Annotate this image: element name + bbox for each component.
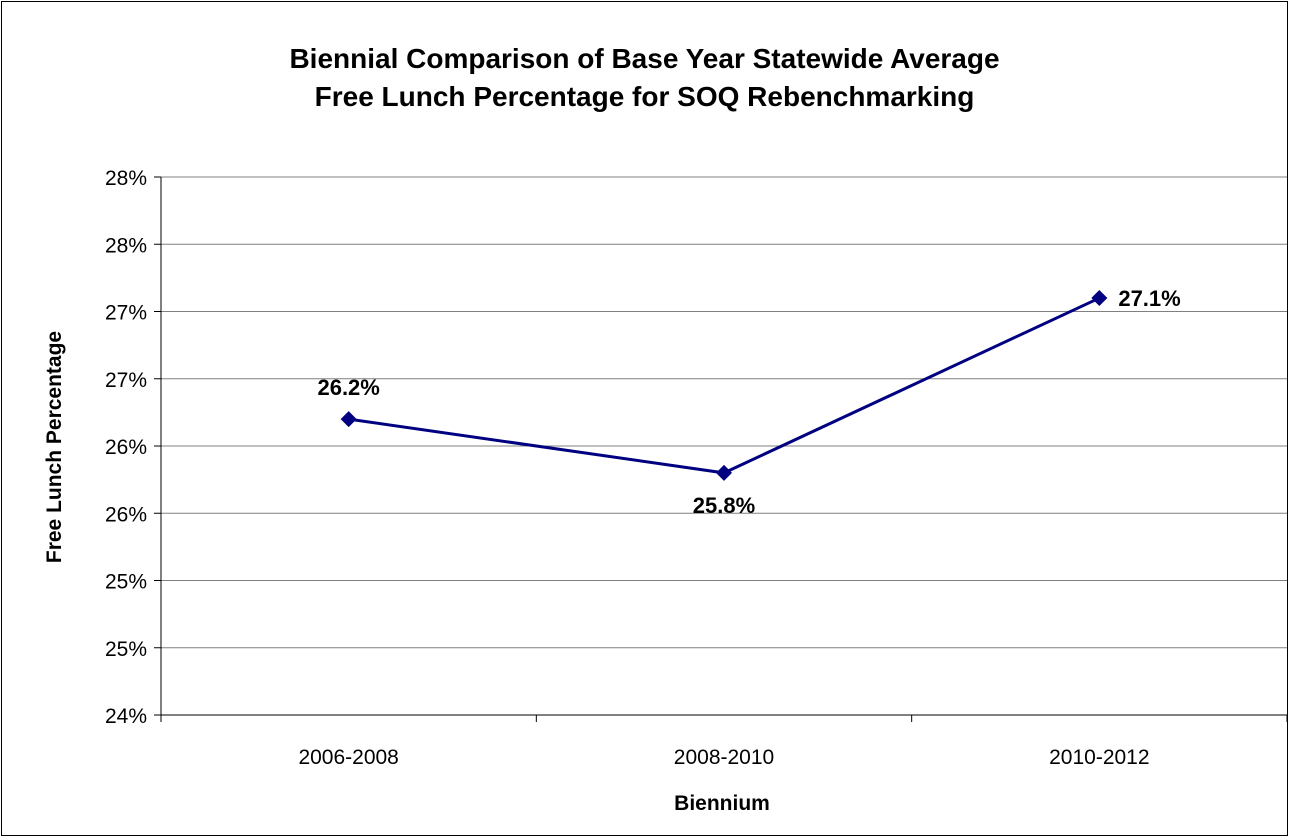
series-line xyxy=(348,296,1100,475)
chart-title-line-2: Free Lunch Percentage for SOQ Rebenchmar… xyxy=(314,81,975,112)
data-label: 26.2% xyxy=(317,375,379,400)
data-label: 25.8% xyxy=(693,493,755,518)
data-point xyxy=(1091,290,1108,307)
data-label: 27.1% xyxy=(1118,286,1180,311)
x-tick-label: 2010-2012 xyxy=(1049,746,1149,769)
x-tick-label: 2008-2010 xyxy=(674,746,774,769)
data-point xyxy=(340,411,357,428)
chart-title: Biennial Comparison of Base Year Statewi… xyxy=(0,40,1289,116)
x-axis-label: Biennium xyxy=(674,792,770,815)
y-tick-label: 27% xyxy=(105,369,147,392)
y-tick-label: 28% xyxy=(105,234,147,257)
y-tick-label: 27% xyxy=(105,302,147,325)
x-tick-label: 2006-2008 xyxy=(298,746,398,769)
y-tick-label: 26% xyxy=(105,436,147,459)
chart-title-line-1: Biennial Comparison of Base Year Statewi… xyxy=(289,43,1000,74)
y-tick-label: 25% xyxy=(105,571,147,594)
y-tick-label: 26% xyxy=(105,503,147,526)
y-tick-label: 28% xyxy=(105,167,147,190)
data-point xyxy=(716,464,732,481)
y-tick-label: 25% xyxy=(105,638,147,661)
y-tick-label: 24% xyxy=(105,705,147,728)
